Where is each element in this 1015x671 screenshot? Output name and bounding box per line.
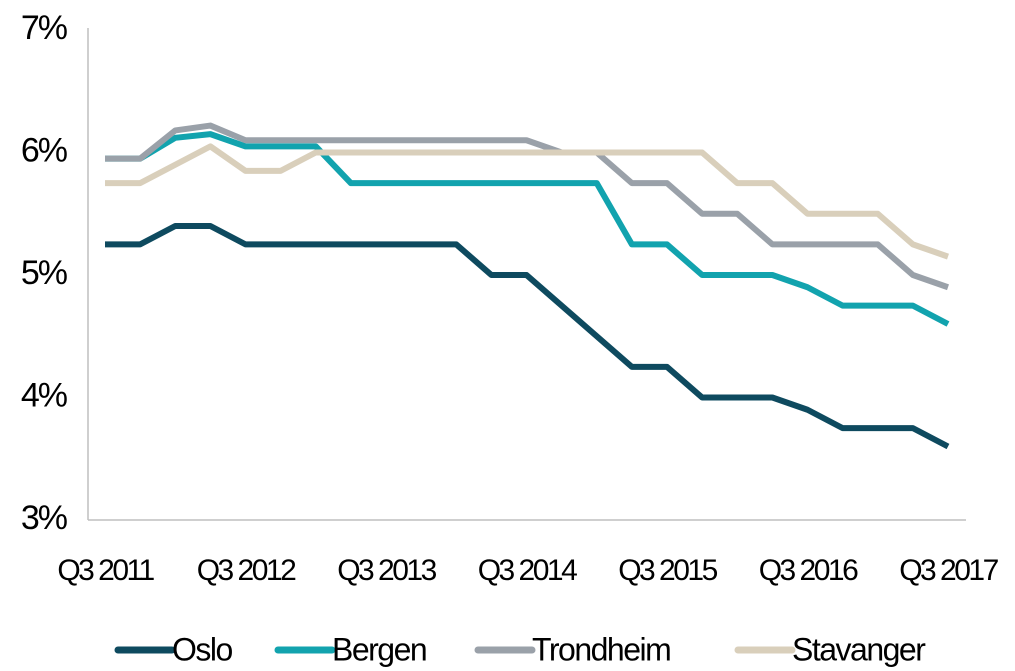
y-tick-label: 3% (21, 499, 68, 537)
x-tick-label: Q3 2012 (197, 554, 296, 587)
y-tick-label: 5% (21, 254, 68, 292)
y-tick-label: 4% (21, 376, 68, 414)
legend-label: Oslo (172, 631, 233, 667)
x-tick-label: Q3 2016 (759, 554, 858, 587)
x-tick-label: Q3 2017 (899, 554, 998, 587)
y-tick-label: 7% (21, 9, 68, 47)
y-tick-label: 6% (21, 131, 68, 169)
series-line (105, 223, 950, 450)
x-tick-label: Q3 2015 (618, 554, 717, 587)
series-line (105, 131, 950, 327)
legend-label: Bergen (332, 631, 426, 667)
x-tick-label: Q3 2011 (57, 554, 154, 587)
series-line (105, 143, 949, 260)
series-line (105, 122, 949, 291)
x-tick-label: Q3 2014 (478, 554, 577, 587)
legend-label: Trondheim (532, 631, 670, 667)
legend-label: Stavanger (792, 631, 926, 667)
x-tick-label: Q3 2013 (337, 554, 436, 587)
